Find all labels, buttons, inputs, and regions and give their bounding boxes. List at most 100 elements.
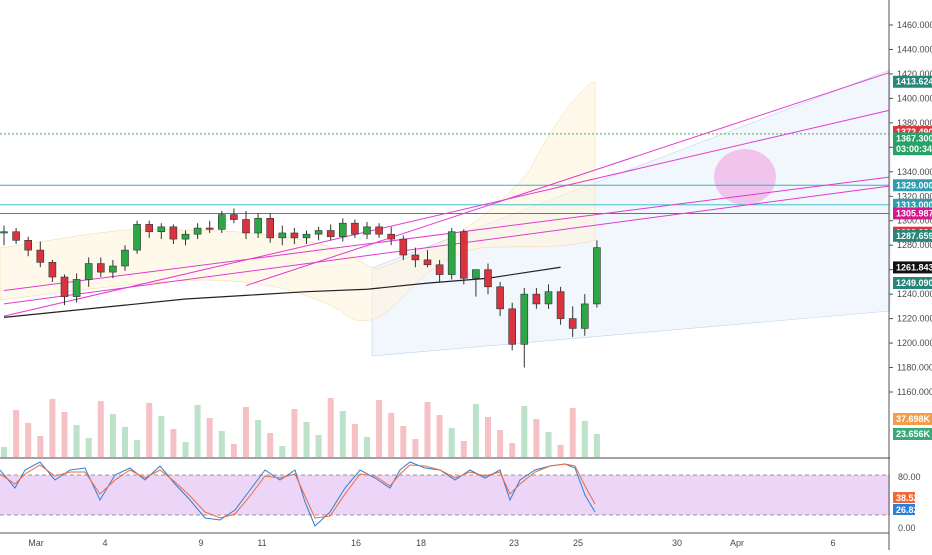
candle[interactable]: [447, 228, 456, 280]
candle[interactable]: [472, 269, 480, 297]
candle[interactable]: [459, 229, 468, 285]
candle[interactable]: [181, 230, 190, 246]
time-tick-label: 4: [102, 538, 107, 548]
candle[interactable]: [169, 224, 178, 244]
candle[interactable]: [60, 274, 69, 306]
candle[interactable]: [338, 218, 347, 242]
candle[interactable]: [242, 210, 250, 240]
candle[interactable]: [496, 281, 504, 317]
candle[interactable]: [375, 223, 383, 238]
candle[interactable]: [72, 273, 81, 303]
volume-bar: [61, 412, 68, 457]
time-axis[interactable]: Mar 4 9 11 16 18 23 25 30 Apr 6: [28, 538, 835, 548]
trend-line[interactable]: [3, 185, 890, 305]
volume-bar: [351, 424, 358, 457]
candle-body: [266, 217, 275, 239]
candle[interactable]: [205, 220, 214, 233]
stoch-tick-0: 0.00: [898, 523, 916, 533]
candle[interactable]: [84, 257, 93, 287]
candle[interactable]: [157, 223, 166, 240]
candle[interactable]: [24, 236, 33, 257]
candles[interactable]: [0, 208, 601, 368]
price-badge-label: 1305.987: [896, 208, 932, 218]
candle[interactable]: [580, 294, 589, 336]
price-badge: [893, 179, 932, 192]
candle[interactable]: [532, 288, 541, 309]
candle-body: [387, 233, 396, 240]
candle[interactable]: [508, 302, 517, 351]
price-badge: [893, 207, 932, 220]
candle-body: [157, 226, 166, 233]
volume-bar: [255, 420, 262, 457]
volume-bar: [267, 433, 274, 457]
candle[interactable]: [48, 259, 57, 282]
candle[interactable]: [399, 235, 408, 260]
candle-body: [72, 279, 81, 297]
candle[interactable]: [121, 245, 129, 271]
volume-bar: [134, 440, 141, 457]
volume-bar: [460, 441, 467, 457]
candle[interactable]: [97, 257, 105, 278]
volume-bar: [364, 437, 370, 457]
time-tick-label: 9: [198, 538, 203, 548]
price-tick-label: 1160.000: [897, 387, 932, 397]
candle[interactable]: [556, 286, 565, 325]
candle-body: [375, 226, 383, 235]
candle[interactable]: [12, 228, 20, 244]
price-tick-label: 1400.000: [897, 93, 932, 103]
volume-bar: [593, 434, 600, 457]
candle[interactable]: [109, 259, 117, 279]
candle-body: [242, 219, 250, 234]
price-tick-label: 1220.000: [897, 314, 932, 324]
candle[interactable]: [314, 226, 323, 241]
candle[interactable]: [387, 226, 396, 246]
candle[interactable]: [435, 259, 444, 282]
candle[interactable]: [484, 263, 492, 295]
candle-body: [520, 293, 529, 345]
candle[interactable]: [326, 224, 335, 241]
candle-body: [145, 224, 153, 233]
price-badge-label: 1313.000: [896, 200, 932, 210]
trend-line[interactable]: [245, 72, 890, 287]
candle[interactable]: [0, 225, 8, 246]
candle-body: [230, 214, 238, 220]
time-tick-label: 6: [830, 538, 835, 548]
volume-bar: [376, 400, 383, 457]
candle[interactable]: [36, 241, 45, 268]
candle[interactable]: [266, 213, 275, 243]
trend-line[interactable]: [3, 176, 890, 291]
price-badge: [893, 75, 932, 88]
volume-bar: [521, 406, 528, 457]
candle[interactable]: [290, 228, 299, 244]
stoch-badge-d: [893, 492, 915, 503]
candle[interactable]: [254, 213, 262, 238]
candle[interactable]: [230, 208, 238, 224]
candle[interactable]: [544, 284, 553, 309]
candle-body: [544, 291, 553, 305]
candle[interactable]: [193, 223, 202, 240]
trend-line[interactable]: [3, 109, 890, 317]
candle[interactable]: [218, 210, 226, 233]
candle-body: [218, 214, 226, 230]
candle-body: [205, 227, 214, 230]
candle-body: [435, 264, 444, 275]
candle-body: [496, 286, 504, 310]
candle[interactable]: [593, 240, 601, 308]
candle[interactable]: [568, 306, 577, 337]
price-badge-label: 1372.490: [896, 127, 932, 137]
volume-bar: [146, 403, 153, 457]
candle[interactable]: [302, 230, 311, 244]
candle[interactable]: [145, 220, 153, 238]
candle[interactable]: [351, 219, 359, 238]
candle[interactable]: [411, 247, 420, 268]
candle[interactable]: [520, 288, 529, 368]
candle[interactable]: [423, 250, 432, 268]
candle[interactable]: [363, 221, 371, 240]
volume-bar: [170, 429, 177, 457]
candle[interactable]: [278, 225, 287, 246]
candle-body: [472, 269, 480, 279]
price-tick-label: 1460.000: [897, 20, 932, 30]
candle[interactable]: [133, 220, 141, 254]
